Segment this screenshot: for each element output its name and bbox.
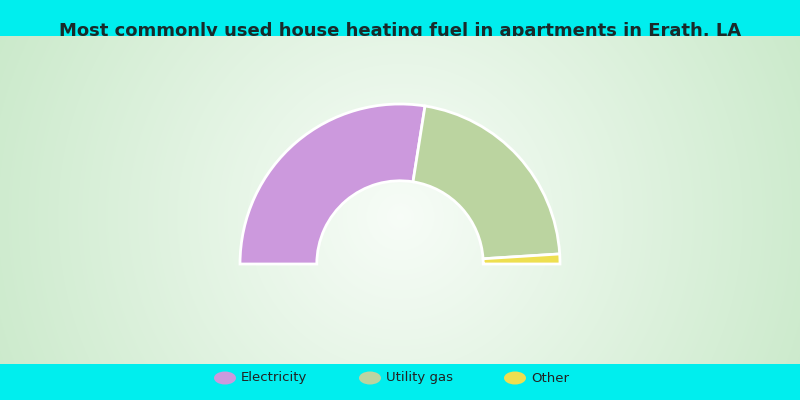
Text: City-Data.com: City-Data.com [695, 70, 770, 80]
Wedge shape [483, 254, 560, 264]
Wedge shape [413, 106, 560, 259]
Text: Utility gas: Utility gas [386, 372, 453, 384]
Text: Most commonly used house heating fuel in apartments in Erath, LA: Most commonly used house heating fuel in… [59, 22, 741, 40]
Text: Other: Other [531, 372, 569, 384]
Ellipse shape [504, 372, 526, 384]
Ellipse shape [214, 372, 236, 384]
Text: Electricity: Electricity [241, 372, 307, 384]
Wedge shape [240, 104, 425, 264]
Ellipse shape [359, 372, 381, 384]
